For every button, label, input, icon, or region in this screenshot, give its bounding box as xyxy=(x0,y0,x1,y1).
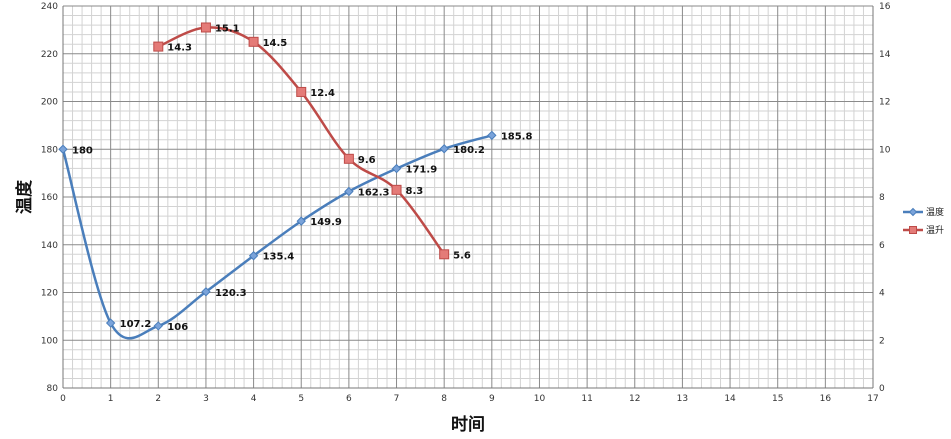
data-label: 107.2 xyxy=(120,319,152,330)
y-tick-label: 240 xyxy=(41,2,58,12)
legend-label-2: 温升 xyxy=(926,225,944,236)
data-label: 5.6 xyxy=(453,250,471,261)
legend-label-1: 温度 xyxy=(926,206,944,218)
y2-tick-label: 6 xyxy=(879,241,885,251)
y-tick-label: 120 xyxy=(41,289,58,299)
data-labels: 180 107.2 106 120.3 135.4 149.9 162.3 171.9 180.… xyxy=(72,23,532,332)
data-label: 14.3 xyxy=(167,43,192,54)
y2-tick-label: 0 xyxy=(879,384,885,394)
data-label: 149.9 xyxy=(310,217,342,228)
x-tick-label: 16 xyxy=(820,394,832,404)
y2-tick-label: 14 xyxy=(879,50,891,60)
data-point-diamond xyxy=(296,216,306,226)
data-label: 106 xyxy=(167,322,188,333)
y2-tick-label: 2 xyxy=(879,336,885,346)
data-point-diamond xyxy=(58,144,68,154)
y-tick-label: 180 xyxy=(41,145,58,155)
y2-tick-label: 10 xyxy=(879,145,891,155)
x-tick-label: 10 xyxy=(534,394,546,404)
data-point-square xyxy=(343,153,354,164)
data-label: 171.9 xyxy=(406,165,438,176)
x-tick-label: 0 xyxy=(60,394,66,404)
x-tick-label: 5 xyxy=(298,394,304,404)
y-tick-label: 160 xyxy=(41,193,58,203)
x-tick-label: 2 xyxy=(155,394,161,404)
data-point-square xyxy=(153,41,164,52)
data-label: 180.2 xyxy=(453,145,485,156)
y-tick-label: 200 xyxy=(41,98,58,108)
y2-tick-label: 16 xyxy=(879,2,891,12)
x-tick-label: 3 xyxy=(203,394,209,404)
legend-marker-diamond xyxy=(908,207,918,217)
y-tick-label: 100 xyxy=(41,336,58,346)
data-label: 162.3 xyxy=(358,188,390,199)
x-tick-label: 9 xyxy=(489,394,495,404)
data-point-diamond xyxy=(153,321,164,331)
y2-tick-label: 12 xyxy=(879,98,890,108)
data-label: 180 xyxy=(72,145,93,156)
data-point-diamond xyxy=(487,130,497,141)
data-label: 8.3 xyxy=(406,186,424,197)
axes xyxy=(62,6,874,389)
x-tick-label: 1 xyxy=(108,394,114,404)
x-tick-label: 6 xyxy=(346,394,352,404)
y-axis-title: 温度 xyxy=(14,179,35,214)
x-axis-title: 时间 xyxy=(451,414,485,435)
x-tick-label: 17 xyxy=(867,394,878,404)
y2-tick-label: 4 xyxy=(879,289,885,299)
x-tick-label: 7 xyxy=(394,394,400,404)
data-point-diamond xyxy=(344,186,354,197)
data-label: 15.1 xyxy=(215,23,240,34)
x-tick-label: 15 xyxy=(772,394,783,404)
x-tick-label: 11 xyxy=(581,394,592,404)
data-label: 185.8 xyxy=(501,131,533,142)
x-tick-label: 14 xyxy=(724,394,736,404)
data-point-square xyxy=(391,184,402,195)
data-point-diamond xyxy=(105,318,116,328)
x-tick-label: 12 xyxy=(629,394,640,404)
y-tick-label: 220 xyxy=(41,50,58,60)
y-tick-label: 80 xyxy=(47,384,59,394)
data-label: 12.4 xyxy=(310,88,335,99)
data-point-diamond xyxy=(391,163,402,174)
data-point-square xyxy=(296,86,307,97)
data-point-square xyxy=(200,22,211,33)
data-label: 120.3 xyxy=(215,288,247,299)
x-tick-label: 8 xyxy=(441,394,447,404)
data-point-square xyxy=(439,249,450,260)
data-point-diamond xyxy=(439,144,449,154)
data-label: 135.4 xyxy=(263,252,295,263)
data-point-diamond xyxy=(201,287,211,297)
y2-tick-label: 8 xyxy=(879,193,885,203)
series-layer xyxy=(58,22,497,340)
data-point-square xyxy=(248,36,259,47)
x-tick-label: 13 xyxy=(677,394,688,404)
y-tick-label: 140 xyxy=(41,241,58,251)
x-tick-label: 4 xyxy=(251,394,257,404)
legend-marker-square xyxy=(909,226,917,234)
data-label: 9.6 xyxy=(358,155,376,166)
tick-labels: 0 1 2 3 4 5 6 7 8 9 10 11 12 13 14 15 16 1780100120140160… xyxy=(41,2,891,404)
data-label: 14.5 xyxy=(263,38,288,49)
data-point-diamond xyxy=(248,251,259,261)
